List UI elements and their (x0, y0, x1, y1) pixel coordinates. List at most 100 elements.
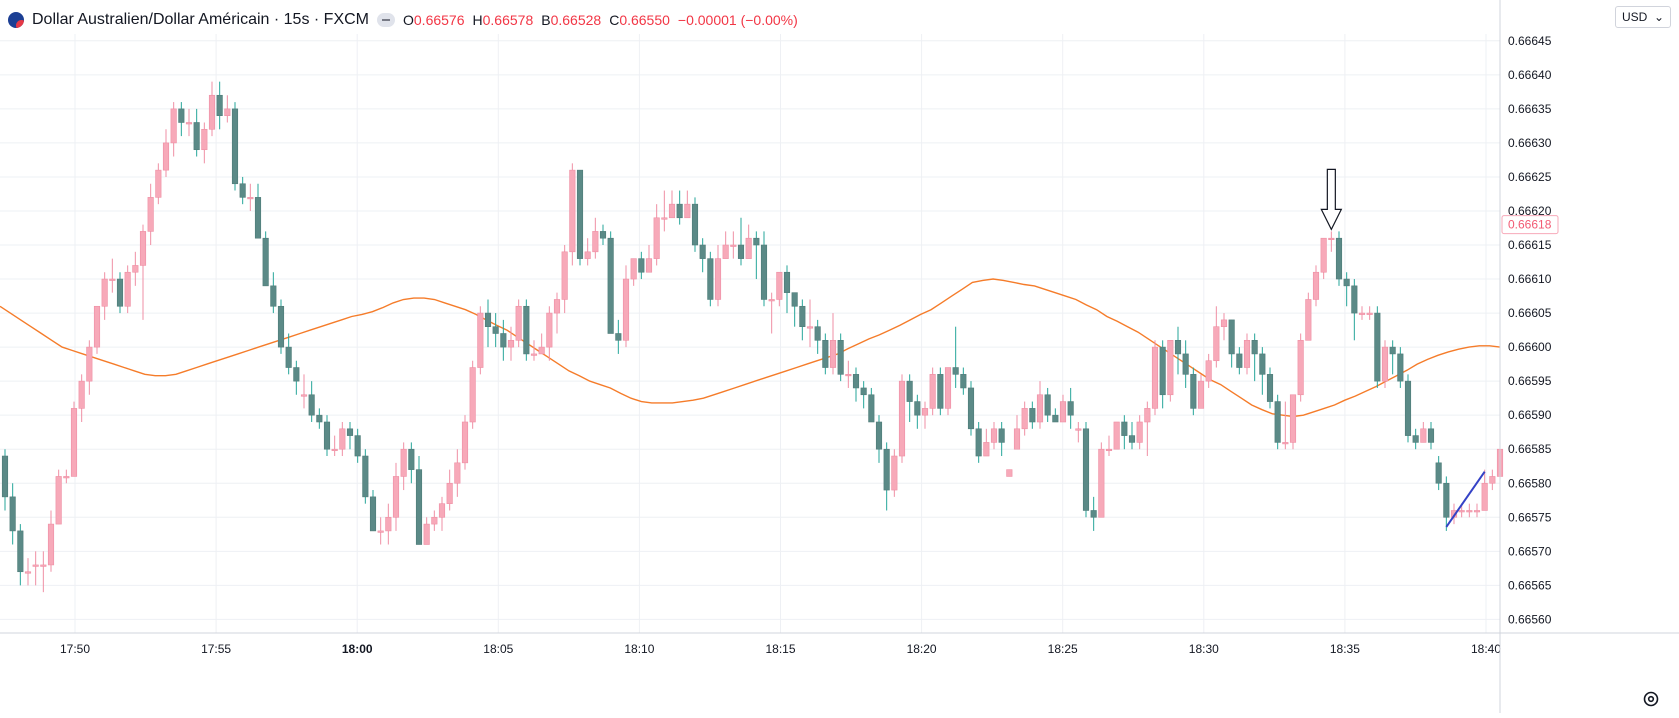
candle[interactable] (1159, 340, 1166, 409)
candle[interactable] (1435, 456, 1442, 491)
candle[interactable] (147, 183, 154, 246)
candle[interactable] (1013, 415, 1021, 450)
candle[interactable] (607, 231, 614, 334)
candle[interactable] (1197, 374, 1205, 409)
candle[interactable] (630, 258, 637, 286)
candle[interactable] (1466, 503, 1473, 518)
candle[interactable] (224, 95, 231, 123)
candle[interactable] (1236, 347, 1243, 375)
candle[interactable] (162, 129, 170, 177)
candle[interactable] (201, 122, 208, 164)
candle[interactable] (70, 401, 78, 477)
candle[interactable] (385, 503, 392, 545)
candle[interactable] (55, 469, 62, 525)
candle[interactable] (1289, 394, 1297, 450)
candle[interactable] (852, 367, 860, 402)
candle[interactable] (1274, 394, 1281, 450)
candle[interactable] (377, 517, 384, 545)
candle[interactable] (254, 183, 262, 239)
candle[interactable] (691, 197, 699, 252)
candle[interactable] (47, 510, 55, 572)
candle[interactable] (561, 245, 568, 314)
candle[interactable] (24, 558, 32, 586)
candle[interactable] (837, 333, 844, 382)
candle[interactable] (63, 469, 70, 484)
candle[interactable] (454, 449, 461, 497)
candle[interactable] (1282, 401, 1289, 450)
candle[interactable] (1374, 306, 1381, 388)
candle[interactable] (1312, 265, 1320, 307)
candle[interactable] (745, 224, 752, 259)
candle[interactable] (86, 340, 93, 395)
candle[interactable] (446, 469, 453, 511)
candle[interactable] (1128, 421, 1136, 450)
candle[interactable] (668, 190, 676, 219)
candle[interactable] (822, 333, 829, 375)
candle[interactable] (576, 169, 584, 266)
candle[interactable] (139, 224, 147, 320)
candle[interactable] (998, 421, 1005, 457)
candle[interactable] (546, 306, 553, 361)
candle[interactable] (1420, 421, 1427, 443)
candle[interactable] (1305, 292, 1312, 341)
candle[interactable] (783, 265, 791, 314)
candle[interactable] (860, 381, 867, 409)
candle[interactable] (944, 367, 952, 416)
candle[interactable] (1036, 381, 1044, 429)
candle[interactable] (990, 421, 998, 450)
candle[interactable] (500, 319, 507, 361)
candle[interactable] (1, 449, 9, 511)
candle[interactable] (569, 163, 576, 266)
candle[interactable] (699, 238, 706, 273)
candle[interactable] (730, 231, 737, 259)
candle[interactable] (1167, 340, 1174, 402)
candle[interactable] (1481, 469, 1488, 511)
candle[interactable] (1473, 503, 1481, 518)
candle[interactable] (277, 299, 285, 354)
candle[interactable] (1297, 333, 1304, 402)
candle[interactable] (1144, 401, 1151, 457)
candle[interactable] (231, 102, 239, 191)
candle[interactable] (1075, 421, 1082, 443)
candle[interactable] (1006, 469, 1013, 477)
candle[interactable] (653, 204, 660, 266)
candle[interactable] (1052, 408, 1059, 423)
candle[interactable] (814, 319, 821, 354)
candle[interactable] (1389, 340, 1396, 375)
candle[interactable] (132, 251, 139, 286)
candle[interactable] (960, 367, 967, 395)
candle[interactable] (553, 292, 561, 334)
candle[interactable] (1029, 401, 1036, 429)
candle[interactable] (584, 238, 591, 266)
candle[interactable] (1335, 231, 1343, 286)
candle[interactable] (523, 299, 530, 361)
collapse-legend-icon[interactable] (377, 13, 395, 27)
candle[interactable] (929, 367, 936, 416)
candle[interactable] (1121, 415, 1128, 450)
candle[interactable] (760, 231, 768, 307)
candle[interactable] (339, 421, 346, 457)
candle[interactable] (599, 224, 607, 246)
candle[interactable] (1351, 279, 1358, 341)
candle[interactable] (78, 374, 85, 422)
candle[interactable] (676, 190, 683, 225)
candle[interactable] (101, 272, 108, 320)
candle[interactable] (369, 490, 377, 532)
candle[interactable] (461, 415, 469, 470)
candle[interactable] (868, 387, 875, 423)
candle[interactable] (1397, 347, 1404, 388)
candle[interactable] (1266, 367, 1274, 409)
candle[interactable] (293, 360, 300, 395)
candle[interactable] (737, 217, 745, 266)
candle[interactable] (1182, 340, 1189, 388)
candle[interactable] (170, 102, 177, 157)
candle[interactable] (615, 319, 622, 354)
candle[interactable] (492, 313, 499, 348)
candle[interactable] (1205, 353, 1212, 388)
candle[interactable] (1021, 401, 1028, 436)
candle[interactable] (1366, 306, 1373, 320)
settings-icon[interactable] (1641, 689, 1661, 709)
candle[interactable] (431, 510, 438, 531)
candle[interactable] (806, 299, 814, 348)
